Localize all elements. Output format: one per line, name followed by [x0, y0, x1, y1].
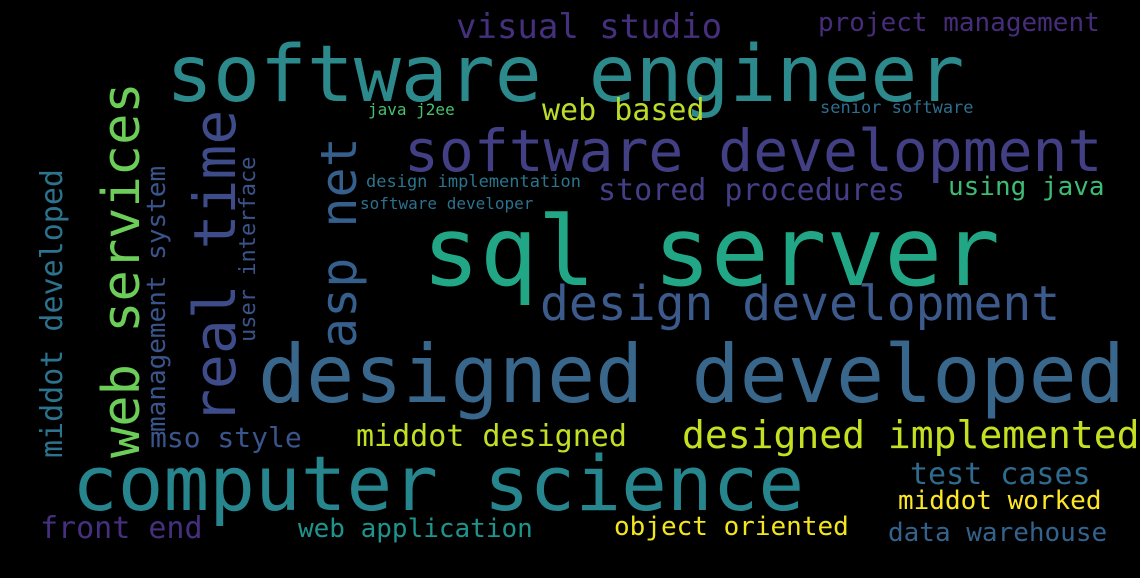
word-designed-developed: designed developed — [258, 328, 1125, 421]
word-senior-software: senior software — [820, 98, 974, 118]
word-web-based: web based — [542, 93, 705, 128]
word-middot-developed: middot developed — [35, 169, 70, 458]
word-object-oriented: object oriented — [614, 512, 849, 542]
word-design-implementation: design implementation — [366, 172, 581, 192]
word-stored-procedures: stored procedures — [598, 173, 906, 208]
word-test-cases: test cases — [910, 457, 1091, 492]
word-web-services: web services — [92, 82, 152, 458]
word-designed-implemented: designed implemented — [682, 413, 1140, 457]
word-computer-science: computer science — [72, 439, 805, 528]
word-asp-net: asp net — [310, 137, 368, 348]
word-visual-studio: visual studio — [456, 7, 723, 47]
word-front-end: front end — [40, 511, 203, 546]
word-sql-server: sql server — [422, 196, 1000, 308]
word-management-system: management system — [142, 165, 172, 432]
word-mso-style: mso style — [150, 421, 302, 454]
word-user-interface: user interface — [236, 156, 261, 342]
word-web-application: web application — [298, 514, 533, 544]
word-software-developer: software developer — [360, 194, 534, 213]
word-project-management: project management — [818, 8, 1100, 38]
word-java-j2ee: java j2ee — [368, 100, 455, 119]
word-software-development: software development — [404, 117, 1103, 185]
word-design-development: design development — [540, 276, 1061, 332]
word-software-engineer: software engineer — [166, 30, 965, 120]
word-using-java: using java — [948, 172, 1105, 202]
word-middot-designed: middot designed — [356, 419, 627, 454]
word-middot-worked: middot worked — [898, 486, 1102, 516]
word-data-warehouse: data warehouse — [888, 518, 1108, 548]
